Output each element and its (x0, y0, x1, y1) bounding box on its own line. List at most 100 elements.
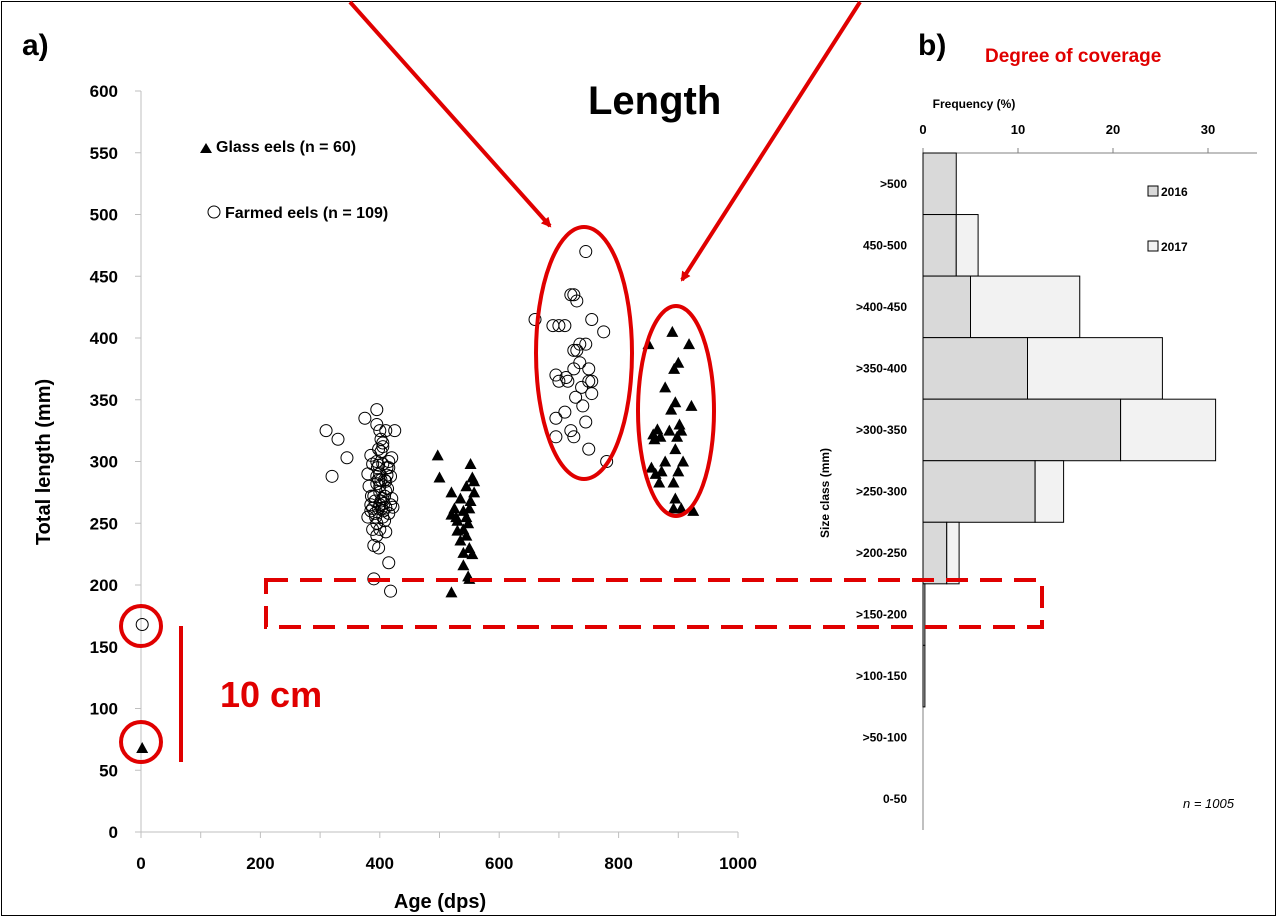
y-tick-label: 550 (90, 144, 118, 163)
glass-eel-point (671, 430, 684, 442)
farmed-eel-point (361, 510, 375, 524)
panel-b-tick-labels: 0 10 20 30 >500 450-500 >400-450 >350-400 >300-3… (856, 122, 1215, 806)
farmed-eel-point (600, 455, 614, 468)
x-tick-label: 400 (366, 854, 394, 873)
legend-glass-eels: Glass eels (n = 60) (216, 139, 356, 156)
glass-eel-point (454, 492, 467, 504)
red-annotations: 10 cm (119, 0, 1044, 764)
farmed-eel-point (369, 510, 383, 524)
size-class-label: >50-100 (863, 731, 908, 745)
glass-eel-point (445, 586, 458, 598)
glass-eel-point (454, 534, 467, 546)
histogram-bar-2016 (922, 275, 971, 339)
size-class-label: 0-50 (883, 792, 907, 806)
frequency-tick-label: 0 (919, 122, 926, 137)
histogram-panel-b: b) Degree of coverage 0 10 20 30 >500 450-500… (818, 29, 1257, 830)
histogram-bar-2017 (1027, 337, 1163, 400)
farmed-eel-point (576, 399, 590, 413)
y-tick-label: 200 (90, 576, 118, 595)
glass-eel-point (468, 486, 481, 498)
farmed-eel-point (380, 461, 394, 475)
histogram-bar-2016 (922, 460, 1036, 523)
glass-eel-point (445, 486, 458, 498)
coverage-gap-box (264, 578, 1044, 629)
legend-2016-swatch (1147, 185, 1159, 197)
farmed-eel-point (579, 337, 593, 351)
farmed-eel-point (569, 390, 583, 404)
glass-eel-point (136, 742, 149, 754)
small-glass-circle (119, 720, 163, 764)
farmed-eel-point (340, 451, 354, 465)
glass-eel-point (669, 443, 682, 455)
x-tick-label: 600 (485, 854, 513, 873)
farmed-eel-point (382, 455, 396, 468)
histogram-bar-2016 (922, 583, 926, 646)
y-tick-label: 250 (90, 514, 118, 533)
farmed-eel-point (370, 403, 384, 417)
glass-cluster-ellipse (636, 304, 716, 518)
panel-b-label: b) (918, 29, 946, 62)
legend-2016-label: 2016 (1161, 185, 1188, 199)
x-tick-label: 800 (604, 854, 632, 873)
size-class-label: 450-500 (863, 238, 907, 252)
glass-eel-point (653, 476, 666, 488)
glass-eel-point (659, 455, 672, 467)
size-class-label: >400-450 (856, 300, 907, 314)
farmed-eel-point (549, 411, 563, 425)
farmed-eel-point (570, 343, 584, 357)
panel-a-label: a) (22, 29, 49, 62)
farmed-eel-point (597, 325, 611, 339)
glass-eel-point (672, 356, 685, 368)
scatter-panel-a: a) Length 0 50 100 150 200 250 300 350 400 450 500… (22, 29, 757, 913)
farmed-eel-point (582, 362, 596, 376)
legend-triangle-marker (200, 143, 212, 153)
farmed-eel-point (549, 368, 563, 382)
y-tick-label: 100 (90, 700, 118, 719)
y-axis-label: Total length (mm) (33, 379, 55, 545)
y-tick-label: 50 (99, 761, 118, 780)
glass-eel-point (667, 502, 680, 514)
size-class-label: >100-150 (856, 669, 907, 683)
glass-eel-point (451, 514, 464, 526)
farmed-eel-point (558, 319, 572, 333)
y-tick-label: 400 (90, 329, 118, 348)
farmed-eel-point (366, 522, 380, 536)
farmed-eel-point (372, 541, 386, 555)
farmed-eel-point (379, 474, 393, 488)
farmed-eel-point (579, 415, 593, 429)
glass-eel-point (659, 381, 672, 393)
legend-farmed-eels: Farmed eels (n = 109) (225, 205, 388, 222)
farmed-eel-point (373, 522, 387, 536)
farmed-eel-point (558, 405, 572, 419)
frequency-tick-label: 10 (1011, 122, 1025, 137)
farmed-eel-point (381, 482, 395, 496)
farmed-eel-point (564, 424, 578, 438)
farmed-eel-point (377, 496, 391, 510)
farmed-eel-point (135, 618, 149, 632)
histogram-legend: 2016 2017 (1147, 185, 1188, 254)
legend-2017-swatch (1147, 240, 1159, 252)
farmed-eel-point (567, 288, 581, 302)
legend-circle-marker (207, 205, 221, 219)
farmed-eel-point (579, 245, 593, 259)
histogram-bar-2016 (922, 521, 948, 585)
histogram-bars (922, 152, 1217, 708)
glass-eel-point (655, 465, 668, 477)
y-tick-label: 500 (90, 206, 118, 225)
scatter-points (135, 245, 700, 754)
chart-title: Length (588, 79, 721, 123)
histogram-bar-2016 (922, 152, 957, 216)
histogram-bar-2016 (922, 214, 957, 277)
farmed-eel-point (362, 479, 376, 493)
farmed-eel-point (370, 417, 384, 431)
glass-eel-point (665, 403, 678, 415)
glass-eel-point (685, 399, 698, 411)
size-class-label: >500 (880, 177, 907, 191)
panel-a-axes (135, 90, 739, 838)
y-tick-label: 600 (90, 82, 118, 101)
x-tick-label: 1000 (719, 854, 757, 873)
annotation-arrow-right (680, 0, 862, 282)
glass-eel-point (654, 430, 667, 442)
glass-eel-point (460, 511, 473, 523)
